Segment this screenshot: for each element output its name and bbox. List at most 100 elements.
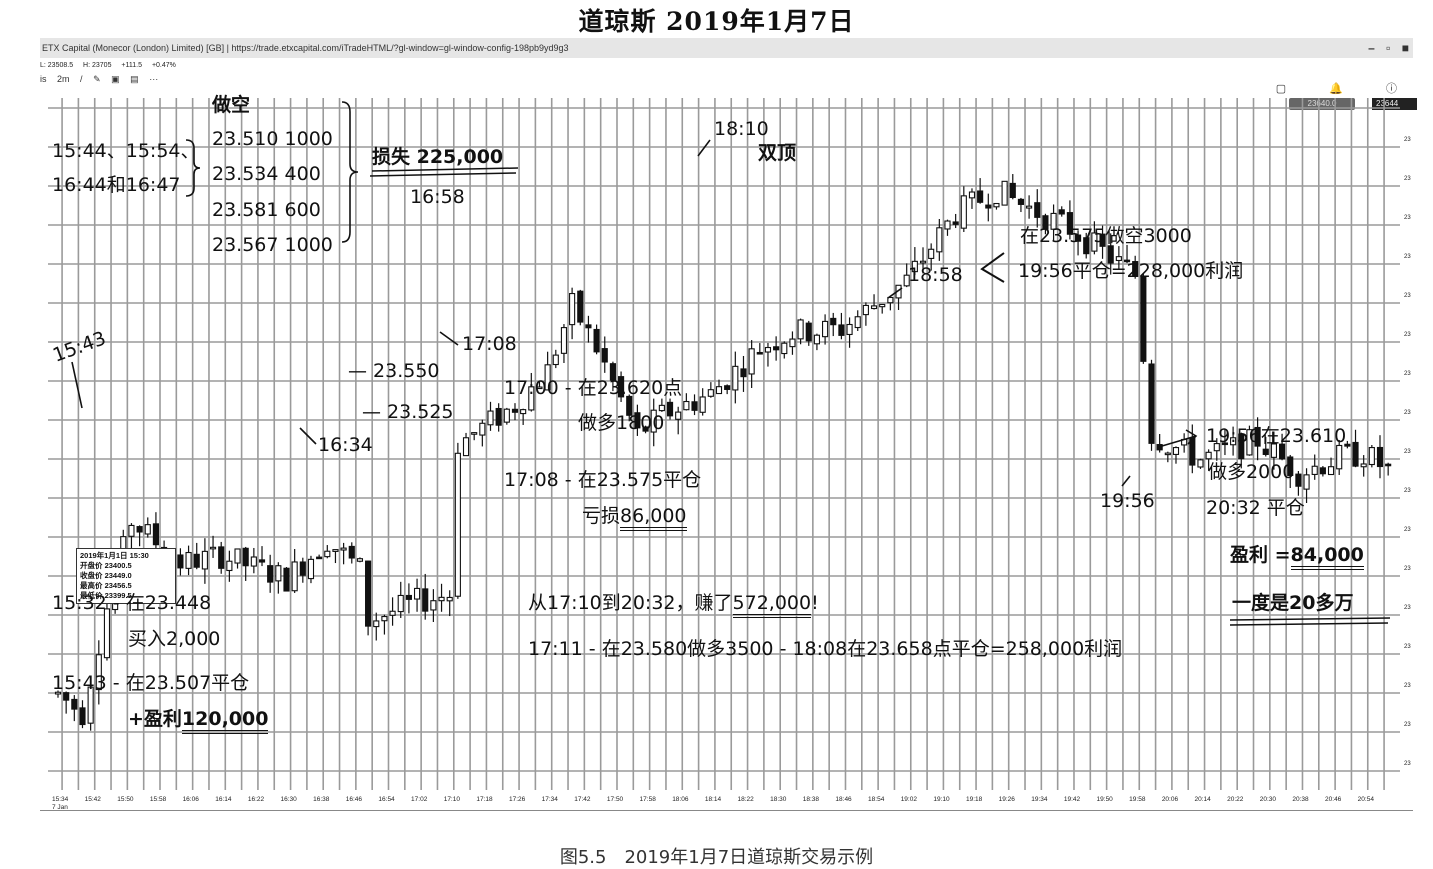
candle-bullish (332, 549, 339, 552)
x-tick-label: 7 Jan (52, 804, 68, 810)
x-tick-label: 15:34 (52, 796, 69, 803)
figure-caption: 图5.5 2019年1月7日道琼斯交易示例 (559, 847, 874, 868)
candle-bullish (748, 348, 755, 375)
candle-bearish (805, 322, 812, 342)
candle-bullish (822, 320, 829, 338)
candle-bullish (1164, 452, 1171, 456)
candle-bullish (503, 408, 510, 423)
candle-bearish (601, 348, 608, 363)
candle-bearish (577, 290, 584, 323)
bell-icon[interactable]: 🔔 (1329, 83, 1343, 95)
x-tick-label: 17:50 (607, 796, 624, 803)
label-close1708-amt: 86,000 (620, 505, 687, 531)
label-profit1543-amt: 120,000 (181, 708, 269, 734)
candle-bullish (397, 594, 404, 613)
x-tick-label: 17:10 (444, 796, 461, 803)
candle-bullish (307, 558, 315, 580)
candle-bearish (242, 547, 249, 567)
candle-bearish (1058, 209, 1065, 215)
candle-bullish (919, 260, 927, 264)
pen-tool-icon[interactable]: ✎ (93, 74, 101, 84)
candle-bullish (789, 338, 796, 348)
candle-bullish (1181, 438, 1188, 446)
x-tick-label: 19:42 (1064, 796, 1081, 803)
candle-bullish (373, 620, 380, 628)
x-tick-label: 17:02 (411, 796, 428, 803)
label-buy-2: 买入2,000 (128, 628, 221, 650)
candle-bearish (626, 395, 633, 416)
label-trade1711: 17:11 - 在23.580做多3500 - 18:08在23.658点平仓=… (528, 638, 1123, 660)
x-tick-label: 17:18 (476, 796, 493, 803)
label-earn: 从17:10到20:32，赚了572,000! (528, 588, 819, 618)
label-close1708-loss: 亏损 (582, 505, 621, 527)
x-tick-label: 19:34 (1031, 796, 1048, 803)
candle-bullish (1050, 212, 1057, 230)
candle-bullish (552, 354, 559, 366)
candle-bearish (71, 698, 78, 710)
y-tick-label: 23 (1404, 176, 1411, 182)
x-tick-label: 18:06 (672, 796, 689, 803)
candle-bearish (365, 560, 372, 627)
y-tick-label: 23 (1404, 293, 1411, 299)
more-icon[interactable]: ··· (149, 74, 159, 84)
y-tick-label: 23 (1404, 761, 1411, 767)
candle-bearish (1083, 237, 1090, 255)
label-peak-profit: 一度是20多万 (1232, 592, 1354, 614)
candle-bearish (1319, 467, 1326, 475)
candle-bearish (422, 588, 429, 612)
line-tool-icon[interactable]: / (80, 74, 83, 84)
candle-bearish (177, 554, 184, 569)
candle-bearish (63, 692, 70, 701)
candle-bullish (658, 404, 665, 412)
x-tick-label: 17:26 (509, 796, 526, 803)
close-icon[interactable]: ■ (1401, 41, 1409, 55)
candle-bullish (1246, 429, 1253, 456)
interval-selector[interactable]: 2m (57, 74, 70, 84)
symbol-tool[interactable]: is (40, 74, 47, 84)
info-icon[interactable]: ⓘ (1386, 83, 1397, 95)
x-tick-label: 16:38 (313, 796, 330, 803)
candle-bullish (87, 686, 94, 724)
x-tick-label: 16:54 (378, 796, 395, 803)
x-axis-ticks: 15:347 Jan 15:42 15:50 15:58 16:06 16:14 16:22… (52, 796, 1374, 810)
candle-bullish (520, 409, 527, 415)
candle-bullish (683, 400, 690, 411)
maximize-icon[interactable]: ▫ (1386, 41, 1391, 55)
candle-bullish (1368, 447, 1375, 466)
candle-bullish (340, 547, 347, 551)
candle-bullish (846, 323, 853, 336)
candle-bullish (234, 548, 241, 564)
x-tick-label: 16:06 (183, 796, 200, 803)
candle-bullish (201, 550, 208, 570)
y-tick-label: 23 (1404, 332, 1411, 338)
candle-bullish (732, 365, 739, 391)
label-loss: 损失 225,000 (372, 146, 504, 168)
screen-icon[interactable]: ▢ (1275, 83, 1287, 95)
x-tick-label: 20:22 (1227, 796, 1244, 803)
candle-bearish (152, 523, 160, 546)
image-tool-icon[interactable]: ▣ (111, 74, 120, 84)
label-profit-text: 盈利 = (1230, 544, 1291, 566)
low-value: L: 23508.5 (40, 62, 74, 69)
label-close1543: 15:43 - 在23.507平仓 (52, 672, 250, 694)
candle-bearish (136, 526, 143, 533)
x-tick-label: 16:14 (215, 796, 232, 803)
change-value: +111.5 (121, 62, 142, 69)
candle-bullish (903, 274, 910, 287)
label-23525: — 23.525 (362, 401, 454, 423)
candle-bullish (960, 195, 967, 229)
label-profit-amt: 84,000 (1290, 544, 1364, 570)
minimize-icon[interactable]: – (1368, 41, 1375, 55)
candle-bearish (1344, 443, 1351, 447)
label-double-top: 双顶 (758, 142, 797, 164)
candle-bearish (609, 363, 616, 381)
candle-bearish (740, 368, 747, 378)
candle-bullish (275, 565, 282, 582)
candle-bearish (218, 546, 225, 569)
x-tick-label: 18:22 (737, 796, 754, 803)
save-tool-icon[interactable]: ▤ (130, 74, 139, 84)
ohlc-low: 最低价 23399.5 (80, 591, 132, 600)
x-tick-label: 19:10 (933, 796, 950, 803)
candle-bearish (773, 346, 780, 351)
candle-bearish (1385, 463, 1392, 467)
